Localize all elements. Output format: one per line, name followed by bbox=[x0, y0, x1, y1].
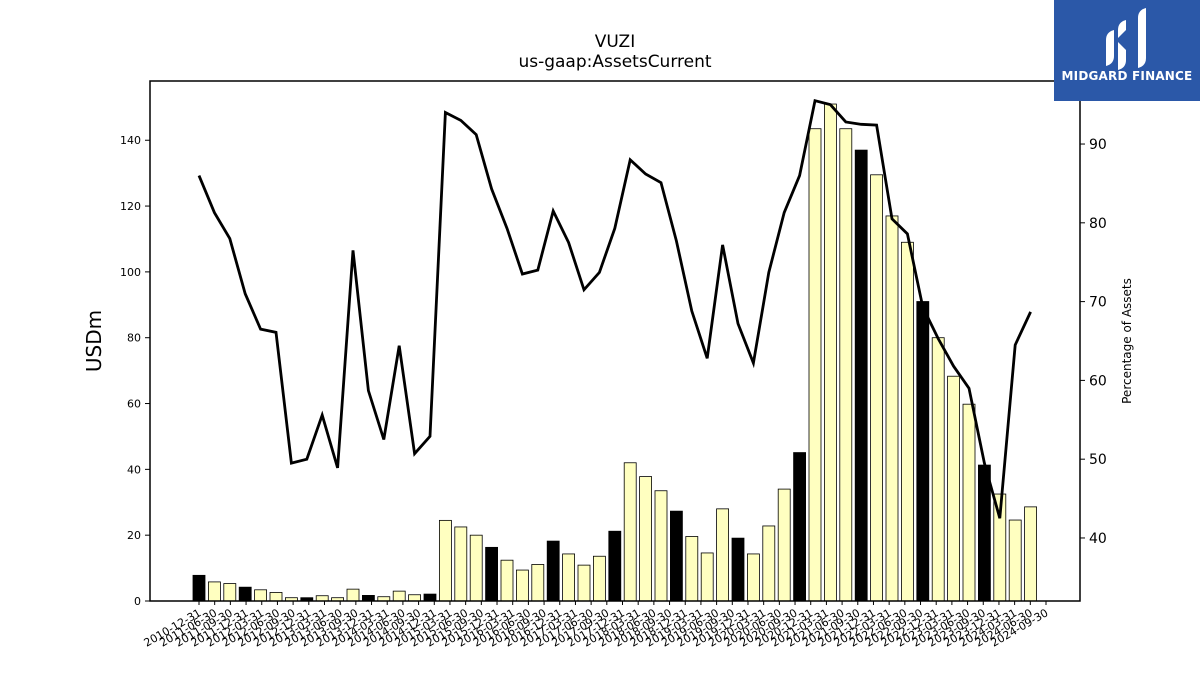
logo-mark-icon bbox=[1106, 8, 1146, 70]
y-tick-label: 40 bbox=[127, 463, 141, 476]
bar-2018-09-30 bbox=[670, 510, 683, 602]
bar-2010-12-31 bbox=[192, 574, 206, 602]
bar-2020-09-30 bbox=[793, 452, 806, 602]
bar-2022-06-30 bbox=[901, 241, 914, 602]
bar-2021-09-30 bbox=[854, 149, 868, 602]
y2-tick-label: 80 bbox=[1089, 216, 1107, 232]
bar-2018-06-30 bbox=[654, 490, 668, 602]
y2-tick-label: 70 bbox=[1089, 295, 1107, 311]
bar-2019-09-30 bbox=[731, 537, 745, 602]
bar-2011-06-30 bbox=[223, 583, 237, 602]
bar-2024-03-31 bbox=[1008, 519, 1022, 602]
bar-2016-03-31 bbox=[516, 569, 529, 602]
y2-axis-label: Percentage of Assets bbox=[1120, 278, 1134, 404]
bar-2014-03-31 bbox=[392, 590, 406, 602]
bar-2022-09-30 bbox=[916, 301, 930, 602]
bar-2023-09-30 bbox=[978, 464, 991, 602]
logo-text: MIDGARD FINANCE bbox=[1061, 69, 1193, 83]
bars-layer bbox=[192, 103, 1037, 602]
bar-2020-03-31 bbox=[762, 525, 776, 602]
bar-2019-12-31 bbox=[747, 553, 760, 602]
bar-2020-06-30 bbox=[777, 488, 791, 602]
bar-2021-06-30 bbox=[839, 128, 853, 602]
right-axis: 40 50 60 70 80 90 bbox=[1080, 137, 1107, 547]
y-tick-label: 60 bbox=[127, 398, 141, 411]
bar-2016-06-30 bbox=[531, 564, 545, 602]
bar-2011-03-31 bbox=[207, 581, 221, 602]
bar-2016-12-31 bbox=[562, 553, 575, 602]
bar-2021-12-31 bbox=[870, 174, 883, 602]
bar-2023-03-31 bbox=[947, 375, 960, 602]
bar-2022-03-31 bbox=[885, 215, 899, 602]
y2-tick-label: 50 bbox=[1089, 452, 1107, 468]
bar-2013-09-30 bbox=[361, 595, 375, 602]
brand-logo: MIDGARD FINANCE bbox=[1054, 0, 1200, 101]
bar-2015-12-31 bbox=[500, 559, 514, 602]
bar-2015-06-30 bbox=[469, 534, 483, 602]
bar-2015-09-30 bbox=[485, 546, 499, 602]
bar-2014-06-30 bbox=[408, 594, 422, 602]
bar-2019-03-31 bbox=[700, 552, 714, 602]
bar-2017-03-31 bbox=[577, 564, 591, 602]
bar-2024-06-30 bbox=[1024, 506, 1037, 602]
bar-2017-12-31 bbox=[623, 462, 637, 602]
bar-2019-06-30 bbox=[716, 508, 729, 602]
y-tick-label: 0 bbox=[134, 595, 141, 608]
bar-2020-12-31 bbox=[808, 128, 822, 602]
percentage-line bbox=[197, 98, 1032, 519]
bar-2012-12-31 bbox=[315, 595, 329, 602]
bar-2015-03-31 bbox=[454, 526, 468, 602]
bar-2014-09-30 bbox=[423, 593, 437, 602]
bar-2023-06-30 bbox=[962, 403, 976, 602]
y-axis-label: USDm bbox=[82, 310, 106, 372]
bar-2018-12-31 bbox=[685, 536, 699, 602]
bar-2011-09-30 bbox=[238, 586, 252, 602]
left-axis: 0 20 40 60 80 100 120 140 bbox=[120, 134, 150, 608]
line-layer bbox=[197, 98, 1032, 519]
chart-title: VUZI bbox=[594, 32, 636, 52]
y2-tick-label: 90 bbox=[1089, 137, 1107, 153]
bar-2014-12-31 bbox=[438, 519, 452, 602]
bar-2021-03-31 bbox=[824, 103, 837, 602]
y-tick-label: 100 bbox=[120, 266, 141, 279]
bar-2017-09-30 bbox=[608, 530, 622, 602]
plot-frame bbox=[149, 80, 1081, 602]
bar-2013-06-30 bbox=[346, 588, 360, 602]
y-tick-label: 140 bbox=[120, 134, 141, 147]
x-axis: 2010-12-312011-06-302011-09-302011-12-31… bbox=[142, 601, 1051, 650]
y-tick-label: 120 bbox=[120, 200, 141, 213]
bar-2011-12-31 bbox=[254, 589, 268, 602]
bar-2022-12-31 bbox=[931, 337, 945, 602]
y-tick-label: 20 bbox=[127, 529, 141, 542]
y2-tick-label: 60 bbox=[1089, 373, 1107, 389]
bar-2018-03-31 bbox=[639, 476, 652, 602]
chart-subtitle: us-gaap:AssetsCurrent bbox=[518, 52, 712, 72]
bar-2012-03-31 bbox=[269, 592, 283, 602]
y2-tick-label: 40 bbox=[1089, 531, 1107, 547]
y-tick-label: 80 bbox=[127, 332, 141, 345]
bar-2016-09-30 bbox=[546, 540, 560, 602]
bar-2017-06-30 bbox=[593, 555, 606, 602]
